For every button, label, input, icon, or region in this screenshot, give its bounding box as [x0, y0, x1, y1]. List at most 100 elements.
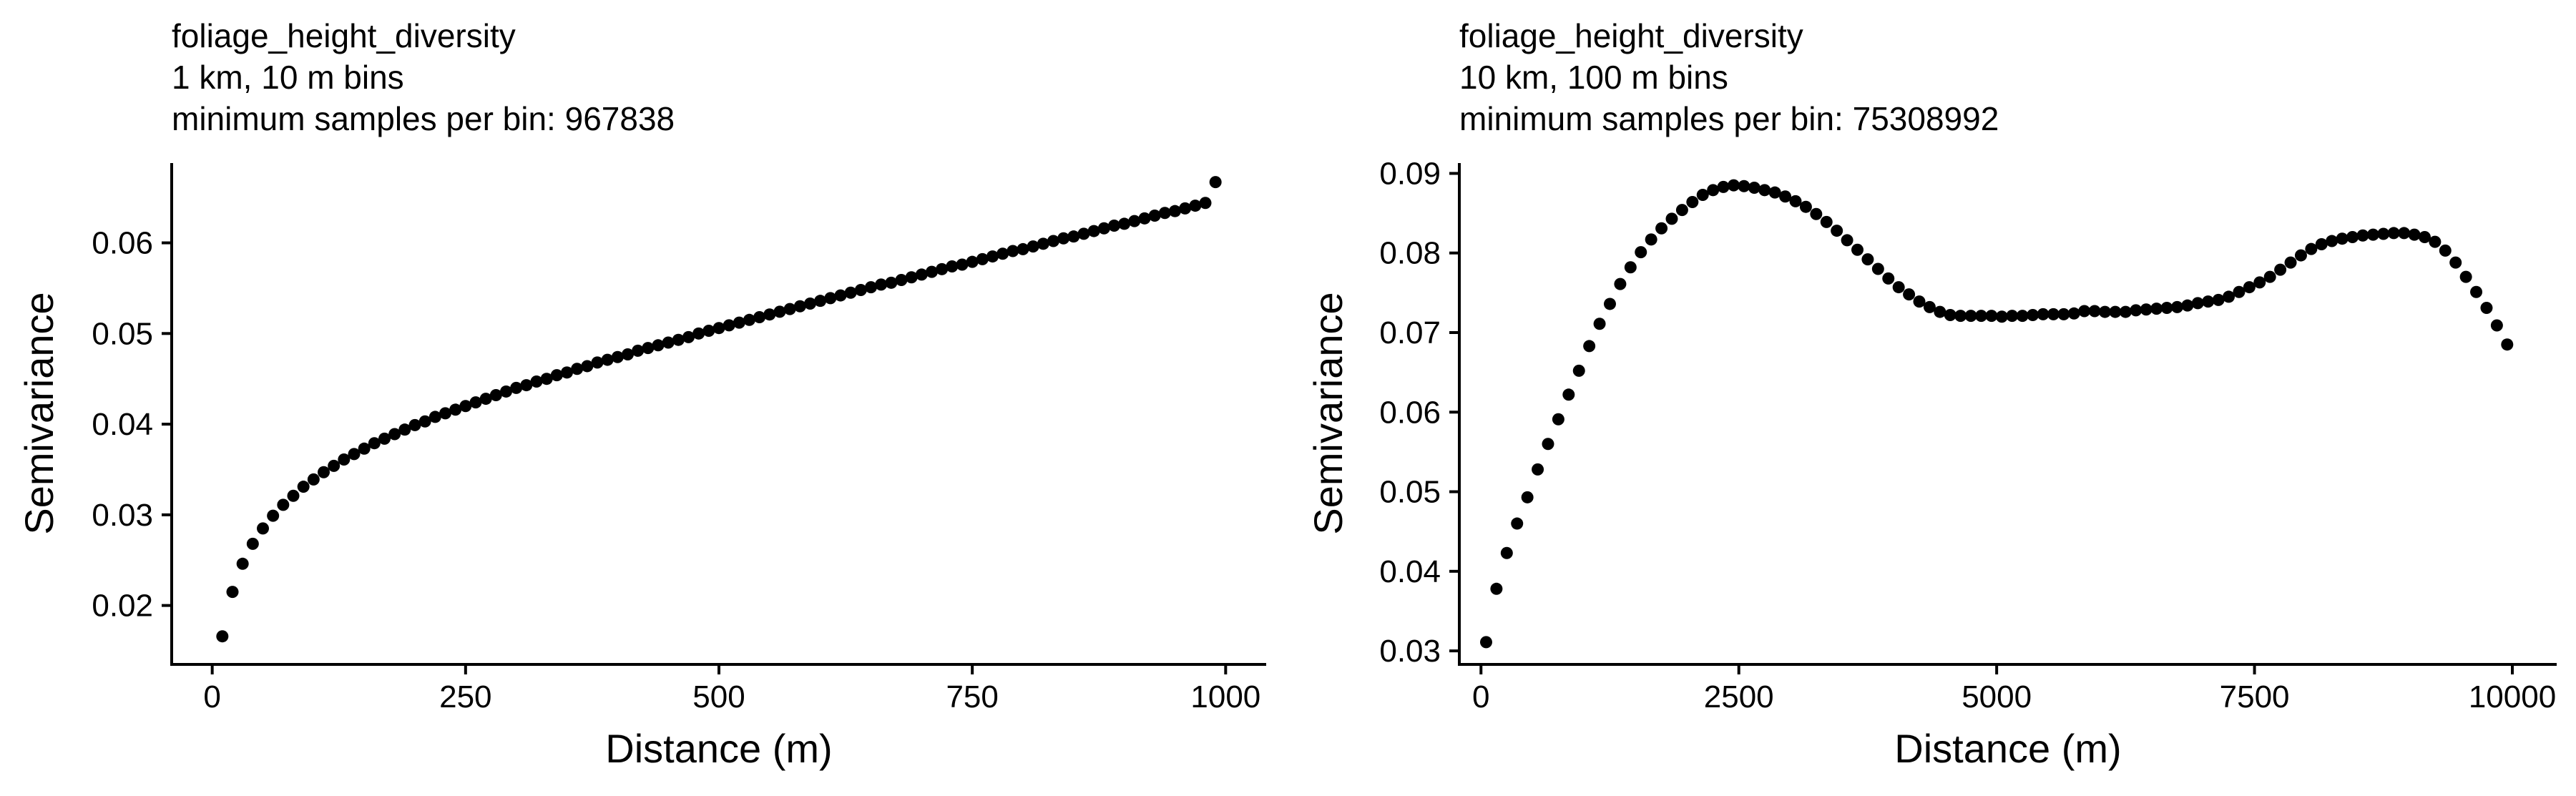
- data-point: [2130, 304, 2142, 317]
- data-point: [1017, 242, 1029, 255]
- data-point: [2067, 307, 2080, 320]
- data-point: [966, 255, 979, 268]
- data-point: [1189, 200, 1202, 212]
- data-point: [1696, 189, 1709, 202]
- data-point: [368, 437, 381, 450]
- data-point: [793, 300, 806, 313]
- y-tick-label: 0.08: [1379, 236, 1441, 271]
- data-point: [2470, 285, 2483, 298]
- data-point: [1077, 227, 1090, 240]
- data-point: [1007, 245, 1019, 257]
- data-point: [1871, 262, 1884, 275]
- data-point: [307, 473, 320, 486]
- data-point: [1087, 225, 1100, 237]
- data-point: [702, 325, 715, 338]
- data-point: [1552, 413, 1564, 426]
- data-point: [1614, 277, 1627, 290]
- data-point: [996, 247, 1009, 260]
- data-point: [1562, 388, 1575, 401]
- data-point: [611, 350, 624, 363]
- semivariogram-panel-10km: foliage_height_diversity 10 km, 100 m bi…: [1306, 17, 2557, 771]
- data-point: [2233, 285, 2246, 298]
- x-tick-label: 2500: [1704, 679, 1774, 714]
- y-axis-ticks: 0.02 0.03 0.04 0.05 0.06: [92, 226, 172, 624]
- data-point: [2057, 308, 2070, 320]
- data-point: [459, 400, 472, 413]
- y-tick-label: 0.05: [1379, 475, 1441, 510]
- data-point: [1799, 200, 1812, 213]
- data-point: [2253, 276, 2266, 289]
- data-point: [1645, 233, 1657, 246]
- data-point: [338, 453, 351, 466]
- data-point: [1593, 318, 1606, 330]
- data-point: [469, 396, 482, 409]
- data-point: [2336, 232, 2349, 245]
- data-point: [1923, 300, 1936, 313]
- data-point: [510, 381, 523, 394]
- data-point: [257, 522, 269, 535]
- data-point: [915, 268, 928, 281]
- data-point: [1686, 196, 1699, 209]
- data-point: [2223, 290, 2235, 303]
- y-tick-label: 0.06: [92, 226, 153, 261]
- x-axis-ticks: 0 250 500 750 1000: [203, 664, 1260, 714]
- semivariogram-panel-1km: foliage_height_diversity 1 km, 10 m bins…: [16, 17, 1266, 771]
- x-tick-label: 750: [946, 679, 998, 714]
- data-point: [2449, 256, 2462, 269]
- data-point: [1975, 310, 1988, 323]
- data-point: [2480, 302, 2493, 315]
- x-tick-label: 7500: [2220, 679, 2290, 714]
- data-point: [1831, 225, 1843, 237]
- panel-title-line-1: foliage_height_diversity: [172, 17, 516, 54]
- data-point: [743, 313, 755, 326]
- data-point: [1635, 246, 1647, 259]
- data-point: [591, 356, 604, 369]
- data-point: [267, 509, 280, 522]
- data-point: [2366, 228, 2379, 241]
- y-axis-title: Semivariance: [16, 292, 62, 534]
- data-point: [1583, 340, 1596, 353]
- data-point: [2294, 249, 2307, 262]
- data-point: [287, 489, 300, 502]
- data-point: [854, 283, 867, 296]
- data-point: [1964, 310, 1977, 323]
- data-point: [652, 339, 665, 352]
- data-point: [1728, 179, 1740, 192]
- data-point: [1944, 309, 1957, 322]
- data-point: [1758, 184, 1771, 197]
- data-point: [378, 432, 391, 445]
- data-points: [216, 176, 1222, 643]
- data-point: [662, 336, 675, 349]
- y-tick-label: 0.07: [1379, 315, 1441, 350]
- data-point: [712, 322, 725, 335]
- data-point: [489, 389, 502, 402]
- data-point: [246, 537, 259, 550]
- data-point: [1532, 463, 1544, 476]
- data-point: [2356, 229, 2369, 242]
- data-point: [1789, 195, 1802, 207]
- data-point: [733, 316, 745, 329]
- data-point: [2490, 319, 2503, 332]
- data-point: [1954, 310, 1967, 323]
- y-tick-label: 0.02: [92, 589, 153, 624]
- data-point: [844, 286, 857, 299]
- panel-title-line-3: minimum samples per bin: 967838: [172, 100, 675, 137]
- data-point: [783, 303, 796, 315]
- data-point: [1047, 235, 1059, 247]
- data-point: [804, 297, 816, 310]
- data-point: [318, 466, 330, 478]
- panel-title-line-1: foliage_height_diversity: [1459, 17, 1803, 54]
- data-point: [1108, 219, 1120, 232]
- data-point: [956, 258, 969, 271]
- data-point: [550, 369, 563, 382]
- data-point: [2377, 227, 2390, 240]
- data-point: [2243, 281, 2256, 294]
- x-tick-label: 1000: [1190, 679, 1260, 714]
- x-axis-ticks: 0 2500 5000 7500 10000: [1472, 664, 2556, 714]
- data-point: [1985, 310, 1998, 323]
- data-point: [2346, 230, 2359, 243]
- data-point: [1779, 190, 1792, 203]
- data-point: [2429, 235, 2442, 248]
- data-point: [216, 630, 229, 643]
- data-point: [1892, 281, 1905, 294]
